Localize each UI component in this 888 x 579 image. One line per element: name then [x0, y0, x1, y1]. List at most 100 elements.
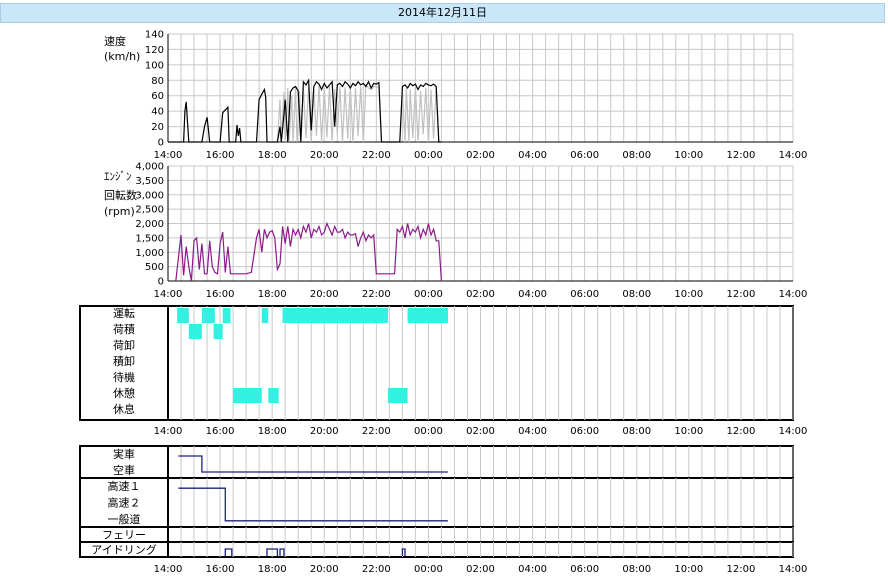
- rpm-x-tick-label: 12:00: [727, 289, 756, 300]
- rpm-y-tick-label: 2,500: [135, 205, 164, 216]
- status-x-tick-label: 08:00: [622, 564, 651, 575]
- idling-pulse: [401, 548, 406, 556]
- activity-segment: [222, 308, 231, 323]
- speed-x-tick-label: 16:00: [206, 150, 235, 161]
- activity-x-tick-label: 18:00: [258, 426, 287, 437]
- idling-pulse: [224, 548, 233, 556]
- rpm-y-axis-label: ｴﾝｼﾞﾝ: [104, 170, 132, 183]
- speed-x-tick-label: 04:00: [518, 150, 547, 161]
- activity-segment: [188, 324, 202, 339]
- rpm-x-tick-label: 20:00: [310, 289, 339, 300]
- rpm-x-tick-label: 06:00: [570, 289, 599, 300]
- speed-y-tick-label: 60: [151, 91, 164, 102]
- speed-y-axis-label: 速度: [104, 34, 126, 48]
- speed-x-tick-label: 18:00: [258, 150, 287, 161]
- speed-y-tick-label: 140: [145, 30, 164, 41]
- speed-series-line-0: [276, 83, 442, 143]
- activity-row-label: 待機: [113, 370, 135, 384]
- rpm-x-tick-label: 22:00: [362, 289, 391, 300]
- status-panel-border: [79, 526, 794, 543]
- activity-row-label: 積卸: [113, 354, 135, 368]
- rpm-x-tick-label: 08:00: [622, 289, 651, 300]
- rpm-y-tick-label: 3,000: [135, 190, 164, 201]
- activity-segment: [213, 324, 223, 339]
- status-x-tick-label: 14:00: [154, 564, 183, 575]
- speed-x-tick-label: 20:00: [310, 150, 339, 161]
- rpm-x-tick-label: 10:00: [674, 289, 703, 300]
- speed-series-line-1: [168, 78, 442, 143]
- speed-y-tick-label: 80: [151, 76, 164, 87]
- activity-x-tick-label: 02:00: [466, 426, 495, 437]
- date-title-bar: 2014年12月11日: [0, 3, 885, 23]
- activity-row-label: 運転: [113, 307, 135, 320]
- status-x-tick-label: 16:00: [206, 564, 235, 575]
- rpm-x-tick-label: 04:00: [518, 289, 547, 300]
- status-panel-border: [79, 541, 794, 558]
- rpm-x-tick-label: 00:00: [414, 289, 443, 300]
- status-x-tick-label: 18:00: [258, 564, 287, 575]
- rpm-y-axis-label: 回転数: [104, 189, 137, 202]
- idling-pulse: [266, 548, 279, 556]
- speed-x-tick-label: 14:00: [154, 150, 183, 161]
- status-x-tick-label: 12:00: [727, 564, 756, 575]
- rpm-y-axis-label: (rpm): [104, 205, 135, 218]
- activity-x-tick-label: 14:00: [779, 426, 808, 437]
- status-x-tick-label: 20:00: [310, 564, 339, 575]
- activity-segment: [388, 388, 408, 403]
- speed-x-tick-label: 00:00: [414, 150, 443, 161]
- rpm-y-tick-label: 3,500: [135, 176, 164, 187]
- activity-x-tick-label: 00:00: [414, 426, 443, 437]
- speed-y-tick-label: 20: [151, 122, 164, 133]
- status-x-tick-label: 02:00: [466, 564, 495, 575]
- activity-row-label: 荷積: [113, 322, 135, 336]
- activity-x-tick-label: 16:00: [206, 426, 235, 437]
- rpm-y-tick-label: 4,000: [135, 162, 164, 173]
- activity-segment: [268, 388, 279, 403]
- activity-row-label: 休憩: [113, 386, 135, 400]
- status-x-tick-label: 22:00: [362, 564, 391, 575]
- idling-pulse: [279, 548, 285, 556]
- activity-segment: [407, 308, 448, 323]
- status-step-line: [178, 455, 448, 473]
- activity-x-tick-label: 20:00: [310, 426, 339, 437]
- speed-x-tick-label: 06:00: [570, 150, 599, 161]
- speed-x-tick-label: 08:00: [622, 150, 651, 161]
- status-x-tick-label: 00:00: [414, 564, 443, 575]
- activity-segment: [282, 308, 389, 323]
- activity-x-tick-label: 10:00: [674, 426, 703, 437]
- activity-segment: [177, 308, 189, 323]
- speed-y-tick-label: 40: [151, 107, 164, 118]
- status-step-line: [178, 487, 448, 522]
- status-row-label: 高速１: [108, 479, 141, 493]
- activity-x-tick-label: 12:00: [727, 426, 756, 437]
- speed-x-tick-label: 22:00: [362, 150, 391, 161]
- activity-x-tick-label: 22:00: [362, 426, 391, 437]
- activity-x-tick-label: 14:00: [154, 426, 183, 437]
- status-row-label: 実車: [113, 447, 135, 461]
- activity-row-label: 荷卸: [113, 338, 135, 352]
- activity-segment: [233, 388, 262, 403]
- activity-x-tick-label: 08:00: [622, 426, 651, 437]
- status-row-label: 一般道: [108, 512, 141, 526]
- rpm-y-tick-label: 1,500: [135, 233, 164, 244]
- rpm-y-tick-label: 500: [145, 262, 164, 273]
- status-x-tick-label: 06:00: [570, 564, 599, 575]
- speed-y-axis-label: (km/h): [104, 50, 140, 63]
- date-title: 2014年12月11日: [398, 6, 487, 19]
- rpm-x-tick-label: 14:00: [154, 289, 183, 300]
- speed-x-tick-label: 02:00: [466, 150, 495, 161]
- status-row-label: アイドリング: [91, 543, 156, 557]
- activity-row-label: 休息: [113, 402, 135, 416]
- activity-segment: [261, 308, 269, 323]
- rpm-y-tick-label: 0: [158, 277, 164, 288]
- activity-x-tick-label: 04:00: [518, 426, 547, 437]
- activity-x-tick-label: 06:00: [570, 426, 599, 437]
- activity-panel-border: [79, 305, 794, 421]
- speed-y-tick-label: 0: [158, 138, 164, 149]
- rpm-series-line-0: [175, 221, 442, 282]
- rpm-x-tick-label: 18:00: [258, 289, 287, 300]
- speed-x-tick-label: 12:00: [727, 150, 756, 161]
- rpm-y-tick-label: 2,000: [135, 219, 164, 230]
- rpm-x-tick-label: 14:00: [779, 289, 808, 300]
